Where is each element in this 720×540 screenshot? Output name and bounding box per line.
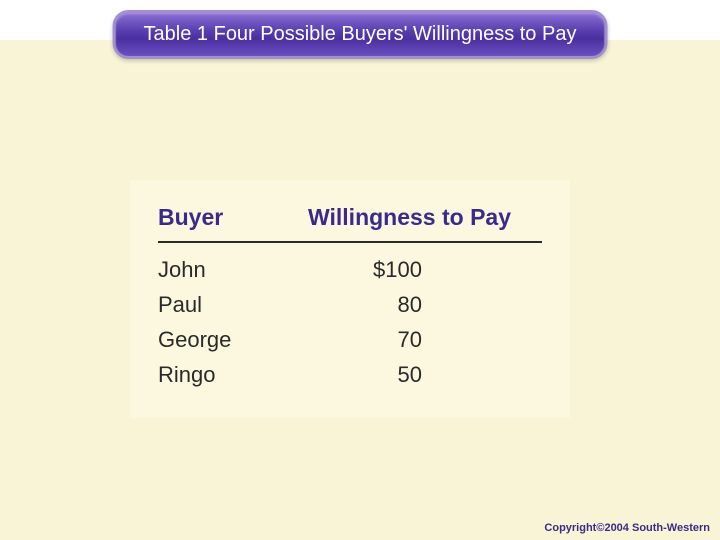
table-row: Paul 80 [158,285,542,320]
title-text: Table 1 Four Possible Buyers' Willingnes… [144,23,577,45]
table-container: Buyer Willingness to Pay John $100 Paul … [130,180,570,418]
table-row: Ringo 50 [158,355,542,390]
wtp-cell: $100 [308,242,542,285]
wtp-table: Buyer Willingness to Pay John $100 Paul … [158,198,542,390]
wtp-cell: 50 [308,355,542,390]
buyer-cell: Ringo [158,355,308,390]
table-header-wtp: Willingness to Pay [308,198,542,242]
table-row: John $100 [158,242,542,285]
table-row: George 70 [158,320,542,355]
wtp-cell: 70 [308,320,542,355]
title-banner: Table 1 Four Possible Buyers' Willingnes… [113,10,608,59]
buyer-cell: George [158,320,308,355]
table-header-row: Buyer Willingness to Pay [158,198,542,242]
copyright-text: Copyright©2004 South-Western [544,522,710,534]
table-header-buyer: Buyer [158,198,308,242]
buyer-cell: Paul [158,285,308,320]
wtp-cell: 80 [308,285,542,320]
buyer-cell: John [158,242,308,285]
